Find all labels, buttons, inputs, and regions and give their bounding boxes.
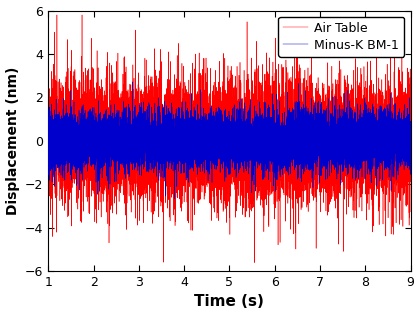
Air Table — [408, 166, 413, 169]
Legend: Air Table, Minus-K BM-1: Air Table, Minus-K BM-1 — [278, 17, 404, 57]
Minus-K BM-1 — [100, 153, 105, 157]
Air Table — [46, 125, 51, 129]
Minus-K BM-1 — [46, 154, 51, 158]
Air Table — [252, 261, 257, 265]
Minus-K BM-1 — [139, 137, 144, 140]
Minus-K BM-1 — [172, 197, 177, 201]
Line: Minus-K BM-1: Minus-K BM-1 — [48, 82, 410, 199]
Air Table — [55, 13, 60, 17]
Air Table — [100, 141, 105, 145]
Minus-K BM-1 — [130, 80, 135, 84]
Line: Air Table: Air Table — [48, 15, 410, 263]
Air Table — [231, 122, 236, 126]
Air Table — [236, 119, 241, 123]
Minus-K BM-1 — [65, 171, 70, 175]
Minus-K BM-1 — [266, 125, 271, 129]
Minus-K BM-1 — [231, 125, 236, 129]
Air Table — [139, 129, 144, 133]
Y-axis label: Displacement (nm): Displacement (nm) — [5, 66, 20, 215]
Minus-K BM-1 — [408, 160, 413, 163]
Air Table — [65, 143, 70, 147]
Minus-K BM-1 — [236, 110, 241, 114]
X-axis label: Time (s): Time (s) — [194, 295, 264, 309]
Air Table — [266, 159, 271, 163]
